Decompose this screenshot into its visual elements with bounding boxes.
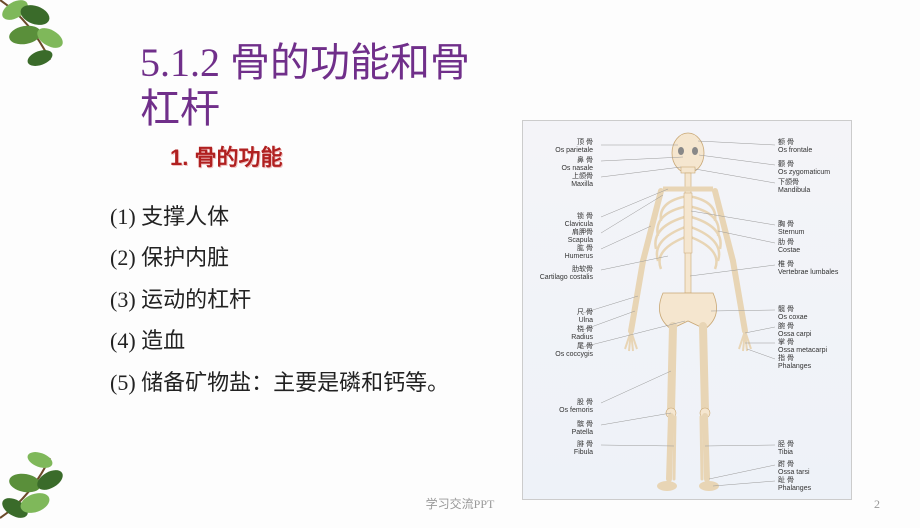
- bone-label: 尺 骨Ulna: [577, 309, 593, 324]
- bone-label: 下颌骨Mandibula: [778, 179, 810, 194]
- page-number: 2: [874, 497, 880, 512]
- bone-label: 顶 骨Os parietale: [555, 139, 593, 154]
- section-heading: 1. 骨的功能: [170, 140, 282, 172]
- bone-label: 尾 骨Os coccygis: [555, 343, 593, 358]
- list-item: (2) 保护内脏: [110, 239, 480, 276]
- bone-label: 胫 骨Tibia: [778, 441, 794, 456]
- bone-label: 颧 骨Os zygomaticum: [778, 161, 830, 176]
- bone-label: 腓 骨Fibula: [574, 441, 593, 456]
- bone-label: 肋 骨Costae: [778, 239, 800, 254]
- bone-label: 髌 骨Patella: [572, 421, 593, 436]
- bone-label: 肋软骨Cartilago costalis: [540, 266, 593, 281]
- bone-label: 鼻 骨Os nasale: [561, 157, 593, 172]
- bone-label: 跗 骨Ossa tarsi: [778, 461, 810, 476]
- function-list: (1) 支撑人体 (2) 保护内脏 (3) 运动的杠杆 (4) 造血 (5) 储…: [110, 198, 480, 405]
- list-item: (3) 运动的杠杆: [110, 281, 480, 318]
- skeleton-diagram: 顶 骨Os parietale 鼻 骨Os nasale上颌骨Maxilla 锁 骨…: [522, 120, 852, 500]
- bone-label: 椎 骨Vertebrae lumbales: [778, 261, 838, 276]
- leaf-decoration-bottom: [0, 408, 110, 528]
- footer-text: 学习交流PPT: [426, 495, 495, 512]
- bone-label: 桡 骨Radius: [571, 326, 593, 341]
- bone-label: 股 骨Os femoris: [559, 399, 593, 414]
- bone-label: 锁 骨Clavicula: [565, 213, 593, 228]
- bone-label: 指 骨Phalanges: [778, 355, 811, 370]
- list-item: (1) 支撑人体: [110, 198, 480, 235]
- bone-label: 肩胛骨Scapula: [568, 229, 593, 244]
- bone-label: 髋 骨Os coxae: [778, 306, 808, 321]
- bone-label: 趾 骨Phalanges: [778, 477, 811, 492]
- bone-label: 上颌骨Maxilla: [571, 173, 593, 188]
- leaf-decoration-top: [0, 0, 110, 110]
- bone-label: 肱 骨Humerus: [565, 245, 593, 260]
- bone-label: 腕 骨Ossa carpi: [778, 323, 811, 338]
- slide-title: 5.1.2 骨的功能和骨杠杆: [140, 40, 500, 132]
- bone-label: 胸 骨Sternum: [778, 221, 804, 236]
- bone-label: 掌 骨Ossa metacarpi: [778, 339, 827, 354]
- list-item: (5) 储备矿物盐：主要是磷和钙等。: [110, 364, 480, 401]
- bone-label: 额 骨Os frontale: [778, 139, 812, 154]
- list-item: (4) 造血: [110, 322, 480, 359]
